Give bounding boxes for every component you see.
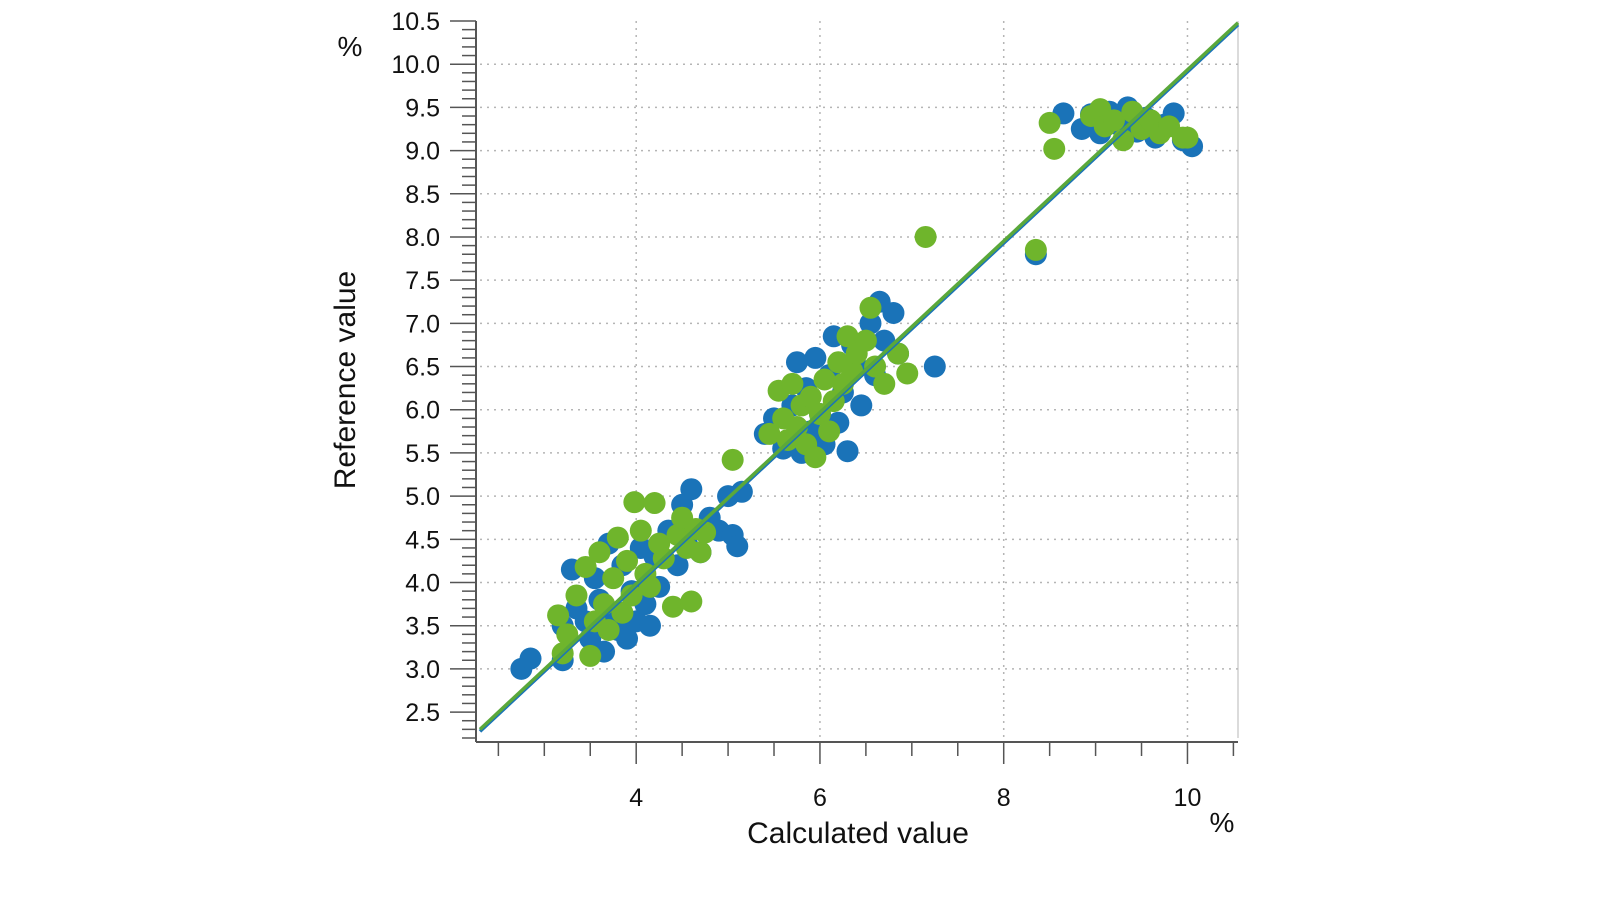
data-point-blue xyxy=(923,355,946,378)
data-point-green xyxy=(1038,111,1061,134)
x-tick-label: 4 xyxy=(629,784,643,812)
y-tick-label: 10.0 xyxy=(391,51,440,79)
data-point-green xyxy=(1024,238,1047,261)
data-point-green xyxy=(629,519,652,542)
data-point-green xyxy=(854,329,877,352)
y-tick-label: 2.5 xyxy=(405,699,440,727)
data-point-green xyxy=(1176,126,1199,149)
y-tick-label: 6.5 xyxy=(405,354,440,382)
data-point-green xyxy=(781,372,804,395)
regression-line-layer xyxy=(478,21,1240,733)
data-point-green xyxy=(859,296,882,319)
data-point-blue xyxy=(859,312,882,335)
y-tick-label: 6.0 xyxy=(405,397,440,425)
data-point-green xyxy=(638,575,661,598)
data-point-green xyxy=(896,362,919,385)
x-tick-label: 10 xyxy=(1174,784,1202,812)
y-tick-label: 9.0 xyxy=(405,138,440,166)
data-points xyxy=(510,96,1204,680)
x-tick-label: 8 xyxy=(997,784,1011,812)
y-axis-title: Reference value xyxy=(329,271,362,489)
data-point-green xyxy=(606,526,629,549)
data-point-blue xyxy=(638,614,661,637)
data-point-green xyxy=(623,491,646,514)
y-tick-label: 7.0 xyxy=(405,310,440,338)
data-point-blue xyxy=(785,351,808,374)
chart-labels: Reference value Calculated value % % 2.5… xyxy=(329,8,1234,850)
data-point-green xyxy=(799,385,822,408)
data-point-green xyxy=(565,584,588,607)
data-point-blue xyxy=(850,394,873,417)
data-point-green xyxy=(1043,137,1066,160)
y-tick-label: 4.5 xyxy=(405,526,440,554)
y-tick-label: 10.5 xyxy=(391,8,440,36)
data-point-green xyxy=(602,567,625,590)
data-point-green xyxy=(643,492,666,515)
y-axis-unit: % xyxy=(338,31,363,62)
regression-line-green xyxy=(478,21,1240,731)
data-point-blue xyxy=(882,301,905,324)
data-point-green xyxy=(873,372,896,395)
axes xyxy=(450,20,1238,764)
x-axis-title: Calculated value xyxy=(747,817,969,850)
y-tick-label: 7.5 xyxy=(405,267,440,295)
y-tick-label: 5.0 xyxy=(405,483,440,511)
data-point-blue xyxy=(726,535,749,558)
data-point-green xyxy=(914,225,937,248)
data-point-green xyxy=(864,355,887,378)
y-tick-label: 5.5 xyxy=(405,440,440,468)
data-point-green xyxy=(597,619,620,642)
data-point-blue xyxy=(836,440,859,463)
data-point-green xyxy=(721,448,744,471)
x-tick-label: 6 xyxy=(813,784,827,812)
data-point-green xyxy=(758,422,781,445)
y-tick-label: 8.0 xyxy=(405,224,440,252)
data-point-green xyxy=(689,541,712,564)
data-point-green xyxy=(556,623,579,646)
data-point-blue xyxy=(519,647,542,670)
data-point-green xyxy=(813,368,836,391)
data-point-green xyxy=(574,555,597,578)
data-point-green xyxy=(620,584,643,607)
data-point-green xyxy=(818,420,841,443)
y-tick-label: 4.0 xyxy=(405,570,440,598)
y-tick-label: 3.0 xyxy=(405,656,440,684)
data-point-blue xyxy=(616,627,639,650)
data-point-green xyxy=(588,541,611,564)
data-point-green xyxy=(680,590,703,613)
data-point-green xyxy=(547,604,570,627)
data-point-blue xyxy=(680,478,703,501)
y-tick-label: 9.5 xyxy=(405,94,440,122)
data-point-blue xyxy=(804,346,827,369)
data-point-green xyxy=(1102,109,1125,132)
data-point-green xyxy=(616,549,639,572)
x-axis-unit: % xyxy=(1210,807,1235,838)
y-tick-label: 3.5 xyxy=(405,613,440,641)
data-point-green xyxy=(804,446,827,469)
data-point-blue xyxy=(730,480,753,503)
data-point-green xyxy=(579,644,602,667)
data-point-green xyxy=(836,325,859,348)
data-point-green xyxy=(611,601,634,624)
y-tick-label: 8.5 xyxy=(405,181,440,209)
data-point-green xyxy=(661,595,684,618)
